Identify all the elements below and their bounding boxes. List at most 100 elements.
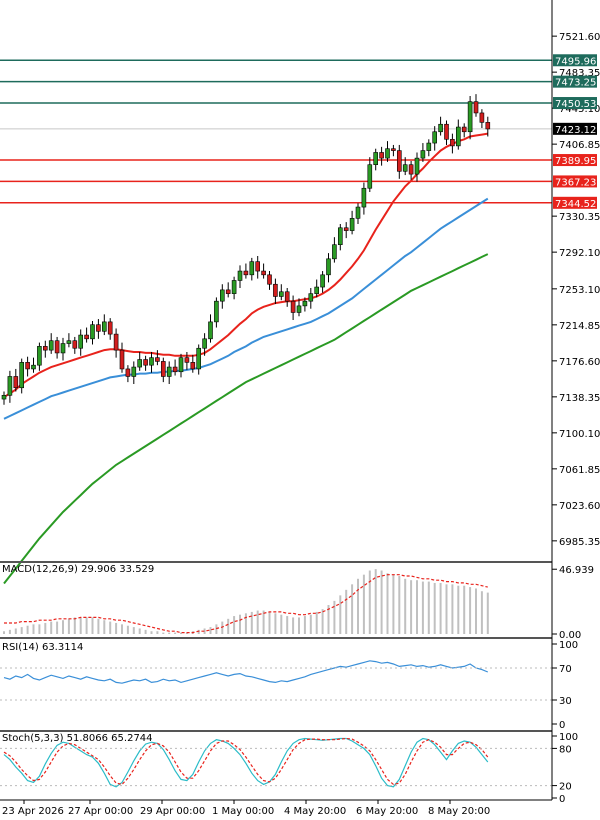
price-tick-label: 7138.35 xyxy=(559,393,600,404)
current-price-label: 7423.12 xyxy=(555,125,596,136)
candle-down xyxy=(479,112,485,123)
price-tick-label: 7292.10 xyxy=(559,248,600,259)
horizontal-levels xyxy=(0,59,552,204)
level-label: 7389.95 xyxy=(555,156,596,167)
candle-down xyxy=(284,291,290,302)
candle-up xyxy=(467,101,473,133)
candle-down xyxy=(396,150,402,172)
macd-panel[interactable]: MACD(12,26,9) 29.906 33.529 46.939 0.00 xyxy=(2,564,594,641)
price-tick-label: 7176.60 xyxy=(559,357,600,368)
price-panel[interactable]: 7521.60 7483.35 7445.10 7406.85 7330.35 7292.… xyxy=(0,32,600,585)
macd-tick-label: 46.939 xyxy=(559,565,594,576)
candle-down xyxy=(190,362,196,370)
price-tick-label: 7061.85 xyxy=(559,465,600,476)
candle-down xyxy=(225,289,231,294)
candle-up xyxy=(37,346,42,366)
stoch-label: Stoch(5,3,3) 51.8066 65.2744 xyxy=(2,733,153,744)
candle-up xyxy=(90,324,95,340)
candle-up xyxy=(326,258,331,276)
candle-down xyxy=(273,283,278,297)
candle-up xyxy=(367,164,373,189)
candle-up xyxy=(402,164,408,172)
candle-down xyxy=(391,148,396,151)
rsi-label: RSI(14) 63.3114 xyxy=(2,642,83,653)
candle-up xyxy=(361,187,367,208)
level-label: 7495.96 xyxy=(555,56,596,67)
price-tick-label: 7406.85 xyxy=(559,140,600,151)
candle-up xyxy=(414,157,420,175)
candle-down xyxy=(261,270,266,276)
macd-axis: 46.939 0.00 xyxy=(552,565,594,641)
time-tick-label: 4 May 20:00 xyxy=(284,806,346,817)
stoch-k-path xyxy=(3,737,489,788)
candle-down xyxy=(13,376,19,389)
moving-average-fast xyxy=(3,132,488,399)
price-tick-label: 7330.35 xyxy=(559,212,600,223)
moving-average-medium xyxy=(3,197,489,420)
candle-up xyxy=(320,274,325,288)
price-tick-label: 7253.10 xyxy=(559,285,600,296)
time-tick-label: 27 Apr 00:00 xyxy=(68,806,133,817)
rsi-tick-label: 70 xyxy=(559,664,572,675)
candle-down xyxy=(161,361,166,377)
price-tick-label: 7100.10 xyxy=(559,429,600,440)
macd-label: MACD(12,26,9) 29.906 33.529 xyxy=(2,564,154,575)
candle-up xyxy=(332,244,337,260)
candle-up xyxy=(31,364,36,370)
moving-average-slow xyxy=(3,253,489,585)
price-tick-label: 6985.35 xyxy=(559,537,600,548)
level-label-box xyxy=(553,97,597,110)
rsi-tick-label: 30 xyxy=(559,696,572,707)
candle-up xyxy=(48,340,54,351)
candle-down xyxy=(473,101,479,114)
candle-down xyxy=(255,261,260,272)
macd-histogram xyxy=(3,569,489,634)
candle-down xyxy=(25,362,30,370)
candle-up xyxy=(78,334,83,349)
level-label-box xyxy=(553,175,597,188)
candle-up xyxy=(19,362,25,389)
candle-up xyxy=(166,366,172,377)
level-label: 7450.53 xyxy=(555,99,596,110)
level-label: 7367.23 xyxy=(555,177,596,188)
candle-down xyxy=(184,357,190,363)
level-label-box xyxy=(553,75,597,88)
candle-up xyxy=(102,321,107,332)
candle-up xyxy=(373,152,379,166)
macd-signal-path xyxy=(4,574,488,634)
level-labels: 7495.96 7473.25 7450.53 7389.95 7367.23 7344.… xyxy=(553,54,597,210)
candle-up xyxy=(149,357,154,366)
time-tick-label: 29 Apr 00:00 xyxy=(140,806,205,817)
candle-up xyxy=(296,305,302,313)
candle-up xyxy=(66,340,72,344)
rsi-tick-label: 0 xyxy=(559,720,565,731)
candle-up xyxy=(455,126,461,147)
level-label-box xyxy=(553,54,597,67)
candle-down xyxy=(155,357,160,362)
time-tick-label: 6 May 20:00 xyxy=(356,806,418,817)
candle-down xyxy=(113,333,119,351)
candle-down xyxy=(72,340,78,349)
time-axis: 23 Apr 2026 27 Apr 00:00 29 Apr 00:00 1 May… xyxy=(2,800,490,817)
candle-down xyxy=(42,346,48,351)
current-price-box xyxy=(553,122,597,135)
stoch-d-path xyxy=(3,737,489,786)
macd-tick-label: 0.00 xyxy=(559,630,581,641)
candle-down xyxy=(96,324,101,332)
stoch-tick-label: 0 xyxy=(559,794,565,805)
candle-up xyxy=(220,289,225,302)
time-tick-label: 8 May 20:00 xyxy=(428,806,490,817)
time-tick-label: 1 May 00:00 xyxy=(212,806,274,817)
candle-down xyxy=(119,349,125,370)
candle-down xyxy=(143,359,148,366)
candle-up xyxy=(249,261,255,276)
rsi-panel[interactable]: RSI(14) 63.3114 100 70 30 0 xyxy=(0,640,578,731)
candle-up xyxy=(308,293,314,302)
level-label: 7344.52 xyxy=(555,199,596,210)
candle-up xyxy=(314,286,320,294)
candle-up xyxy=(131,366,137,377)
candle-down xyxy=(243,270,249,276)
candle-down xyxy=(379,152,384,159)
